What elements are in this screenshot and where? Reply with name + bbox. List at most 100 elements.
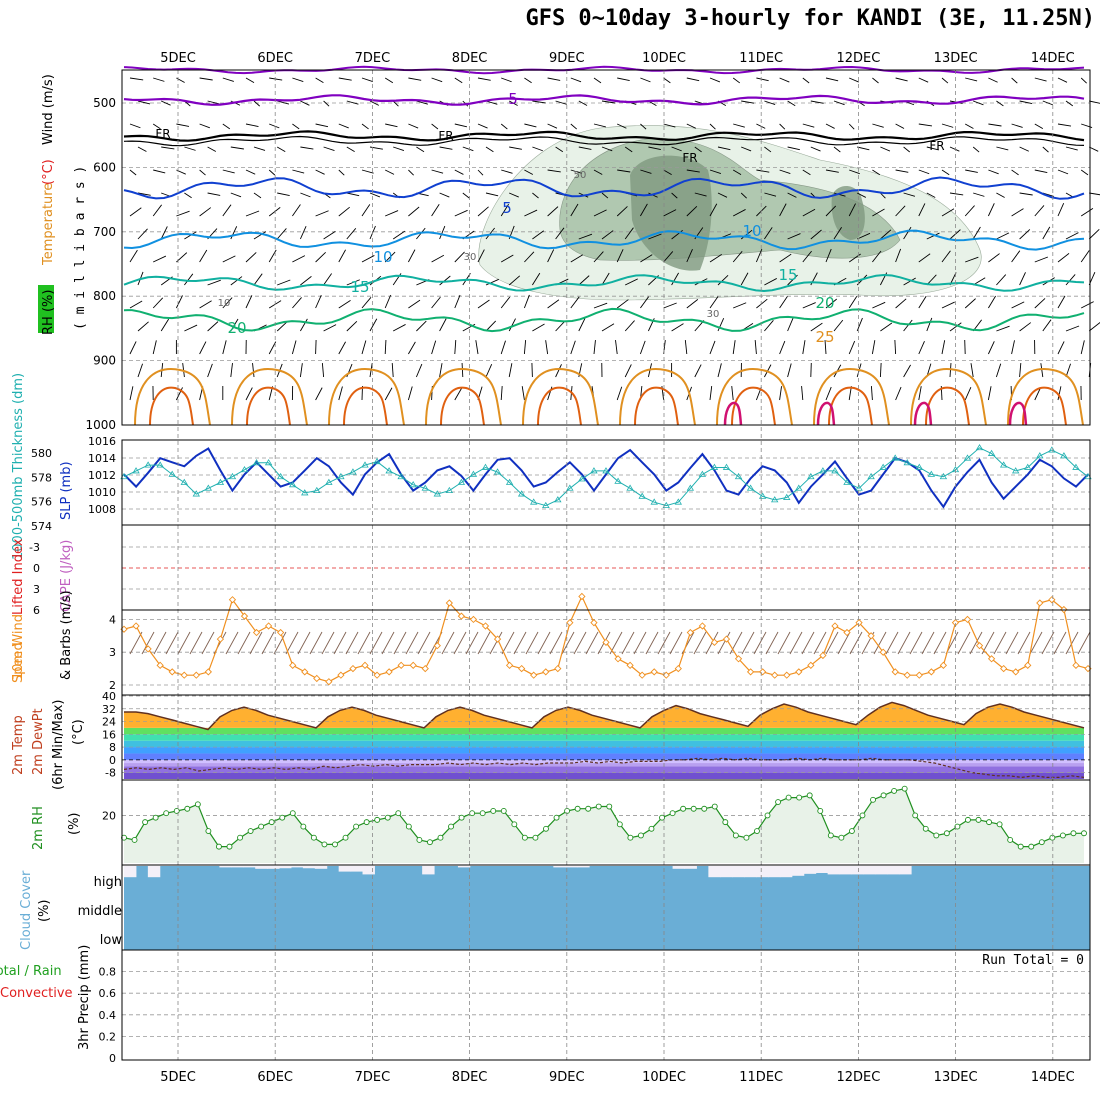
wind-barb xyxy=(1042,226,1051,240)
wind-barb xyxy=(161,100,171,106)
wind-barb xyxy=(895,248,902,263)
wind-barb xyxy=(252,363,255,378)
wind-barb xyxy=(787,274,798,286)
wind-barb xyxy=(848,296,858,309)
thickness-marker xyxy=(1048,446,1056,453)
wind-barb xyxy=(578,100,588,106)
rh-marker xyxy=(838,834,845,841)
cloud-high-gap xyxy=(863,866,876,875)
thickness-marker xyxy=(433,490,442,497)
date-label-bottom: 5DEC xyxy=(160,1070,196,1085)
wind10-barb xyxy=(537,631,551,655)
temp-tick: 16 xyxy=(102,728,116,741)
cloud-high-gap xyxy=(756,866,769,878)
wind-barb xyxy=(161,146,175,150)
precip-tick: 0.6 xyxy=(99,987,117,1000)
contour-blue-5 xyxy=(123,176,1085,200)
thickness-marker xyxy=(987,449,996,456)
rh-marker xyxy=(458,814,465,821)
wind-barb xyxy=(1057,341,1065,355)
wind-barb xyxy=(547,77,561,81)
wind-barb xyxy=(593,169,603,175)
wind-barb xyxy=(870,386,873,401)
thickness-marker xyxy=(325,478,333,485)
wind-barb xyxy=(964,123,974,129)
rh-marker xyxy=(933,832,940,839)
wind-barb xyxy=(431,204,440,217)
wind-barb xyxy=(872,250,882,263)
wind-barb xyxy=(555,227,565,240)
wind-barb xyxy=(315,251,326,263)
rh-marker xyxy=(310,834,317,841)
wind-barb xyxy=(856,317,863,332)
date-label-top: 11DEC xyxy=(739,51,783,66)
wind-barb xyxy=(1019,100,1033,104)
panel-border-ua xyxy=(121,69,1091,426)
wind-barb xyxy=(199,169,206,176)
wind-barb xyxy=(895,386,902,401)
cloud-high-gap xyxy=(684,866,697,869)
cloud-high-gap xyxy=(827,866,841,875)
wind-barb xyxy=(439,318,447,332)
wind-barb xyxy=(732,340,736,355)
contour-label: 10 xyxy=(373,248,392,266)
wind-tick: 4 xyxy=(109,613,116,626)
wind-barb xyxy=(617,77,630,81)
wind-barb xyxy=(184,273,194,286)
ylabel-dewpt: 2m DewPt xyxy=(31,708,46,775)
wind10-barb xyxy=(1005,631,1019,655)
thickness-marker xyxy=(795,484,803,491)
thickness-marker xyxy=(770,496,779,503)
wind10-marker xyxy=(289,661,297,669)
wind-barb xyxy=(222,123,231,130)
thickness-marker xyxy=(1036,452,1044,459)
rh-marker xyxy=(142,819,149,826)
thickness-marker xyxy=(481,463,490,470)
cloud-high-gap xyxy=(362,866,375,875)
wind-barb xyxy=(848,123,855,130)
wind-barb xyxy=(903,226,912,240)
wind-barb xyxy=(987,386,992,401)
wind-barb xyxy=(949,146,960,152)
wind-barb xyxy=(918,253,931,263)
wind-barb xyxy=(624,364,632,378)
wind-barb xyxy=(640,77,651,83)
temp-tick: 8 xyxy=(109,741,116,754)
wind-barb xyxy=(485,146,494,153)
wind-barb xyxy=(299,363,303,378)
rh-marker xyxy=(891,787,898,794)
thickness-marker xyxy=(264,459,273,466)
thickness-marker xyxy=(132,467,140,474)
rh-marker xyxy=(416,836,423,843)
wind-barb xyxy=(732,250,743,263)
wind-barb xyxy=(184,324,198,332)
rh-marker xyxy=(1028,843,1035,850)
wind10-barb xyxy=(249,631,263,655)
rh-marker xyxy=(585,805,592,812)
thickness-marker xyxy=(313,486,321,493)
wind10-marker xyxy=(277,628,285,637)
wind-barb xyxy=(555,364,562,378)
wind10-barb xyxy=(1077,631,1091,655)
temp-area-warm xyxy=(124,702,1084,730)
rh-marker xyxy=(785,794,792,801)
wind10-barb xyxy=(669,631,683,655)
cloud-low-middle xyxy=(124,866,1090,950)
precip-tick: 0 xyxy=(109,1052,116,1065)
wind-barb xyxy=(918,386,922,401)
wind-barb xyxy=(1011,250,1021,263)
wind-barb xyxy=(717,363,722,378)
rh-legend-swatch xyxy=(38,285,54,333)
wind-barb xyxy=(230,276,243,286)
wind-barb xyxy=(361,204,371,217)
rh-marker xyxy=(1017,843,1024,850)
wind-barb xyxy=(501,169,513,174)
rh-marker xyxy=(827,832,834,839)
wind-barb xyxy=(570,123,578,130)
contour-darkorange-30 xyxy=(246,386,291,426)
wind-barb xyxy=(524,251,535,263)
rh-marker xyxy=(395,810,402,817)
wind10-marker xyxy=(987,655,996,663)
pressure-tick: 500 xyxy=(93,96,116,110)
wind-barb xyxy=(300,100,310,106)
